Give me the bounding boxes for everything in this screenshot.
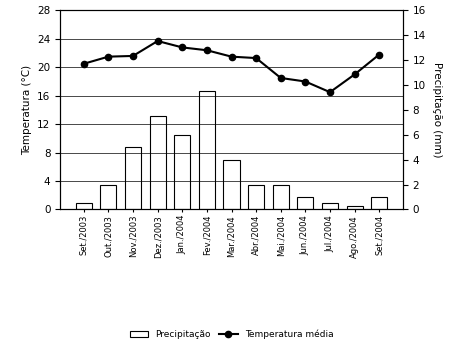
Bar: [224, 160, 239, 209]
Bar: [322, 203, 338, 209]
Bar: [273, 185, 289, 209]
Y-axis label: Precipitação (mm): Precipitação (mm): [432, 62, 443, 158]
Bar: [100, 185, 116, 209]
Bar: [150, 116, 166, 209]
Bar: [125, 147, 141, 209]
Bar: [76, 203, 92, 209]
Bar: [174, 135, 190, 209]
Y-axis label: Temperatura (°C): Temperatura (°C): [22, 65, 31, 155]
Bar: [199, 91, 215, 209]
Bar: [297, 197, 313, 209]
Legend: Precipitação, Temperatura média: Precipitação, Temperatura média: [126, 326, 337, 343]
Bar: [347, 206, 363, 209]
Bar: [371, 197, 387, 209]
Bar: [248, 185, 264, 209]
